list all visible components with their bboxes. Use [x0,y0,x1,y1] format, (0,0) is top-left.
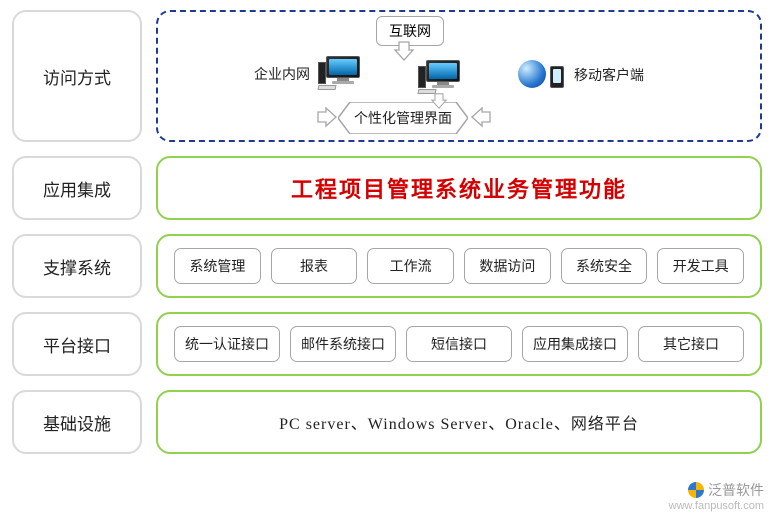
row-integration: 应用集成 工程项目管理系统业务管理功能 [12,156,762,220]
watermark-url: www.fanpusoft.com [669,500,764,512]
internet-computer [418,60,464,96]
row-support: 支撑系统 系统管理 报表 工作流 数据访问 系统安全 开发工具 [12,234,762,298]
support-items: 系统管理 报表 工作流 数据访问 系统安全 开发工具 [168,244,750,288]
integration-content: 工程项目管理系统业务管理功能 [156,156,762,220]
support-item: 系统管理 [174,248,261,284]
phone-icon [550,66,564,88]
row-interface: 平台接口 统一认证接口 邮件系统接口 短信接口 应用集成接口 其它接口 [12,312,762,376]
personalized-hexagon: 个性化管理界面 [338,102,468,134]
access-content: 互联网 企业内网 移动客户端 个性化管理界面 [156,10,762,142]
infra-content: PC server、Windows Server、Oracle、网络平台 [156,390,762,454]
support-item: 报表 [271,248,358,284]
globe-icon [518,60,546,88]
interface-item: 其它接口 [638,326,744,362]
interface-item: 应用集成接口 [522,326,628,362]
watermark-brand: 泛普软件 [708,480,764,500]
support-item: 工作流 [367,248,454,284]
arrow-right-icon [316,106,338,128]
support-content: 系统管理 报表 工作流 数据访问 系统安全 开发工具 [156,234,762,298]
intranet-item: 企业内网 [254,56,364,92]
interface-item: 统一认证接口 [174,326,280,362]
support-item: 系统安全 [561,248,648,284]
infra-text: PC server、Windows Server、Oracle、网络平台 [279,410,639,434]
logo-icon [688,482,704,498]
interface-item: 短信接口 [406,326,512,362]
mobile-icons [518,60,564,90]
label-interface: 平台接口 [12,312,142,376]
arrow-down-icon [430,92,448,110]
personalized-label: 个性化管理界面 [354,108,452,128]
arrow-down-icon [393,40,415,62]
support-item: 数据访问 [464,248,551,284]
label-access: 访问方式 [12,10,142,142]
row-infra: 基础设施 PC server、Windows Server、Oracle、网络平… [12,390,762,454]
mobile-item: 移动客户端 [518,60,644,90]
mobile-label: 移动客户端 [574,65,644,85]
interface-item: 邮件系统接口 [290,326,396,362]
integration-title: 工程项目管理系统业务管理功能 [168,172,750,204]
watermark: 泛普软件 www.fanpusoft.com [669,480,764,512]
label-integration: 应用集成 [12,156,142,220]
intranet-label: 企业内网 [254,64,310,84]
interface-items: 统一认证接口 邮件系统接口 短信接口 应用集成接口 其它接口 [168,322,750,366]
arrow-left-icon [470,106,492,128]
row-access: 访问方式 互联网 企业内网 移动客户端 [12,10,762,142]
label-infra: 基础设施 [12,390,142,454]
interface-content: 统一认证接口 邮件系统接口 短信接口 应用集成接口 其它接口 [156,312,762,376]
label-support: 支撑系统 [12,234,142,298]
computer-icon [418,60,464,96]
computer-icon [318,56,364,92]
support-item: 开发工具 [657,248,744,284]
